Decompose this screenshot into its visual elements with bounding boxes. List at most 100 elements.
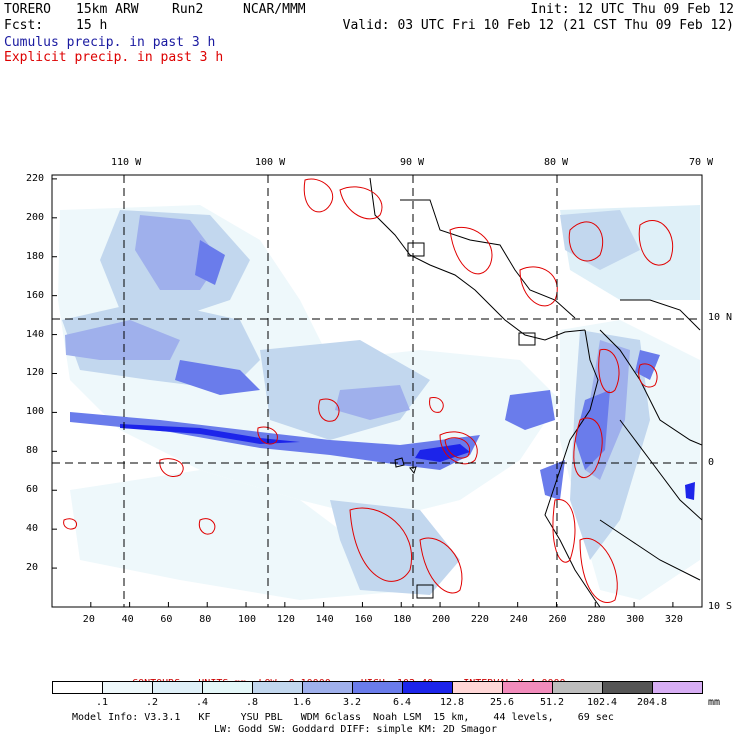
x-tick-label: 220	[470, 614, 489, 625]
precip-contour	[552, 499, 576, 563]
colorbar-label: 102.4	[586, 697, 618, 708]
forecast-label: Fcst:	[4, 18, 44, 33]
colorbar-label: .2	[145, 697, 159, 708]
south-america-interior	[619, 419, 702, 521]
coastline-layer	[369, 177, 702, 607]
lat-label-10n: 10 N	[708, 312, 733, 323]
heavy-precip-region	[65, 320, 180, 360]
map-frame	[51, 174, 703, 608]
x-tick-label: 140	[315, 614, 334, 625]
colorbar-swatch	[202, 681, 253, 694]
forecast-hour: 15 h	[76, 18, 108, 33]
lon-label-70w: 70 W	[689, 157, 714, 168]
precip-contour	[579, 537, 618, 603]
y-tick-label: 160	[26, 289, 45, 301]
moderate-precip-region	[560, 210, 640, 270]
y-tick-label: 120	[26, 367, 45, 379]
colorbar-label: 25.6	[489, 697, 515, 708]
heavy-precip-region	[685, 482, 695, 500]
precip-contour	[159, 458, 184, 477]
organization: NCAR/MMM	[243, 2, 306, 17]
colorbar-swatch	[302, 681, 353, 694]
lon-label-110w: 110 W	[111, 157, 142, 168]
convergence-band-core	[415, 444, 470, 462]
y-tick-label: 220	[26, 172, 45, 184]
precip-contour	[519, 266, 558, 307]
precip-contour	[349, 507, 412, 582]
station-marker	[518, 332, 536, 346]
y-tick-label: 140	[26, 328, 45, 340]
precip-contour	[638, 219, 674, 266]
precip-contour	[429, 396, 444, 413]
x-tick-label: 320	[664, 614, 683, 625]
precip-fill-layer	[52, 175, 702, 607]
model-resolution: 15km ARW	[76, 2, 139, 17]
precip-contour	[573, 417, 603, 479]
colorbar-swatch	[402, 681, 453, 694]
precip-contour	[444, 437, 471, 459]
run-label: Run2	[172, 2, 204, 17]
colorbar-swatch	[602, 681, 653, 694]
precip-contour	[257, 426, 278, 445]
x-tick-label: 40	[121, 614, 134, 625]
precip-contour	[198, 518, 216, 535]
x-tick-label: 280	[587, 614, 606, 625]
south-america-interior	[599, 519, 701, 581]
precip-contour	[638, 363, 658, 388]
valid-time: Valid: 03 UTC Fri 10 Feb 12 (21 CST Thu …	[342, 18, 734, 33]
x-tick-label: 240	[509, 614, 528, 625]
explicit-precip-contours	[63, 178, 674, 603]
precip-contour	[568, 221, 604, 262]
x-tick-label: 260	[548, 614, 567, 625]
axis-ticks	[52, 178, 674, 607]
colorbar-swatch	[452, 681, 503, 694]
station-marker	[407, 242, 425, 257]
physics-info: LW: Godd SW: Goddard DIFF: simple KM: 2D…	[214, 724, 497, 735]
x-tick-label: 300	[626, 614, 645, 625]
precip-contour	[63, 518, 78, 530]
x-tick-label: 20	[82, 614, 95, 625]
precip-contour	[303, 178, 333, 213]
lat-label-equator: 0	[708, 457, 715, 468]
station-marker	[416, 584, 434, 599]
colorbar-swatch	[102, 681, 153, 694]
colorbar-label: 12.8	[439, 697, 465, 708]
central-america-coast	[369, 177, 586, 341]
x-tick-label: 60	[160, 614, 173, 625]
heavy-precip-region	[505, 390, 555, 430]
graticule	[52, 175, 702, 607]
south-america-interior	[599, 329, 702, 446]
colorbar-label: 3.2	[342, 697, 362, 708]
colorbar-label: 51.2	[539, 697, 565, 708]
colorbar-swatch	[552, 681, 603, 694]
precip-contour	[318, 398, 340, 422]
south-america-coast	[544, 329, 601, 607]
colorbar-unit: mm	[708, 697, 721, 708]
heavy-precip-region	[195, 240, 225, 285]
x-tick-label: 80	[199, 614, 212, 625]
colorbar-swatch	[152, 681, 203, 694]
colorbar-swatch	[502, 681, 553, 694]
y-tick-label: 200	[26, 211, 45, 223]
heavy-precip-region	[175, 360, 260, 395]
lat-label-10s: 10 S	[708, 601, 733, 612]
lon-label-100w: 100 W	[255, 157, 286, 168]
colorbar-swatch	[252, 681, 303, 694]
x-tick-label: 100	[238, 614, 257, 625]
precip-contour	[439, 431, 478, 465]
y-tick-label: 40	[26, 523, 39, 535]
field-title-cumulus: Cumulus precip. in past 3 h	[4, 35, 216, 50]
x-tick-label: 160	[354, 614, 373, 625]
model-name: TORERO	[4, 2, 51, 17]
model-info: Model Info: V3.3.1 KF YSU PBL WDM 6class…	[72, 712, 614, 723]
colorbar-label: 6.4	[392, 697, 412, 708]
colorbar-swatch	[52, 681, 103, 694]
colorbar-swatch	[352, 681, 403, 694]
precip-contour	[419, 537, 463, 594]
precip-contour	[449, 226, 493, 275]
central-america-coast	[400, 199, 576, 319]
colorbar-label: 204.8	[636, 697, 668, 708]
colorbar-swatch	[652, 681, 703, 694]
heavy-precip-region	[540, 460, 565, 500]
